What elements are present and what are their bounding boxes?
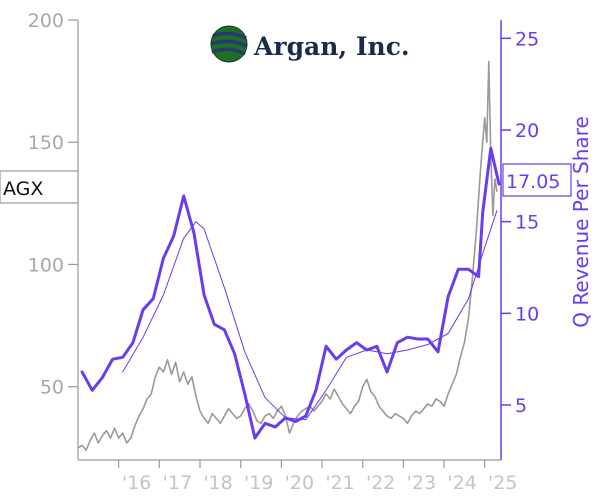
x-tick-label: '24	[447, 472, 476, 494]
ticker-tag: AGX	[0, 170, 79, 204]
x-tick-label: '25	[488, 472, 517, 494]
right-tick-label: 20	[515, 120, 539, 142]
last-value-tag: 17.05	[502, 163, 572, 197]
x-tick-label: '16	[122, 472, 151, 494]
x-tick-label: '18	[203, 472, 232, 494]
globe-icon	[210, 25, 248, 63]
right-tick-label: 5	[515, 395, 527, 417]
last-value-label: 17.05	[506, 171, 560, 193]
right-tick-label: 25	[515, 28, 539, 50]
right-axis: 5 10 15 20 25	[500, 20, 539, 460]
right-axis-title: Q Revenue Per Share	[569, 116, 593, 328]
left-tick-label: 50	[40, 377, 64, 399]
right-tick-label: 15	[515, 212, 539, 234]
ticker-label: AGX	[3, 178, 43, 200]
right-tick-label: 10	[515, 303, 539, 325]
left-axis: 50 100 150 200	[28, 10, 79, 460]
argan-logo: Argan, Inc.	[210, 25, 410, 63]
x-tick-label: '22	[366, 472, 395, 494]
x-tick-label: '17	[163, 472, 192, 494]
revenue-line	[80, 146, 501, 440]
brand-name: Argan, Inc.	[253, 32, 410, 61]
left-tick-label: 100	[28, 254, 64, 276]
left-tick-label: 200	[28, 10, 64, 32]
x-axis: '16 '17 '18 '19 '20 '21 '22 '23 '24 '25	[78, 459, 517, 494]
x-tick-label: '20	[285, 472, 314, 494]
price-line	[77, 60, 498, 452]
revenue-trend-line	[122, 210, 498, 421]
x-tick-label: '21	[325, 472, 354, 494]
left-tick-label: 150	[28, 132, 64, 154]
x-tick-label: '19	[244, 472, 273, 494]
x-tick-label: '23	[407, 472, 436, 494]
